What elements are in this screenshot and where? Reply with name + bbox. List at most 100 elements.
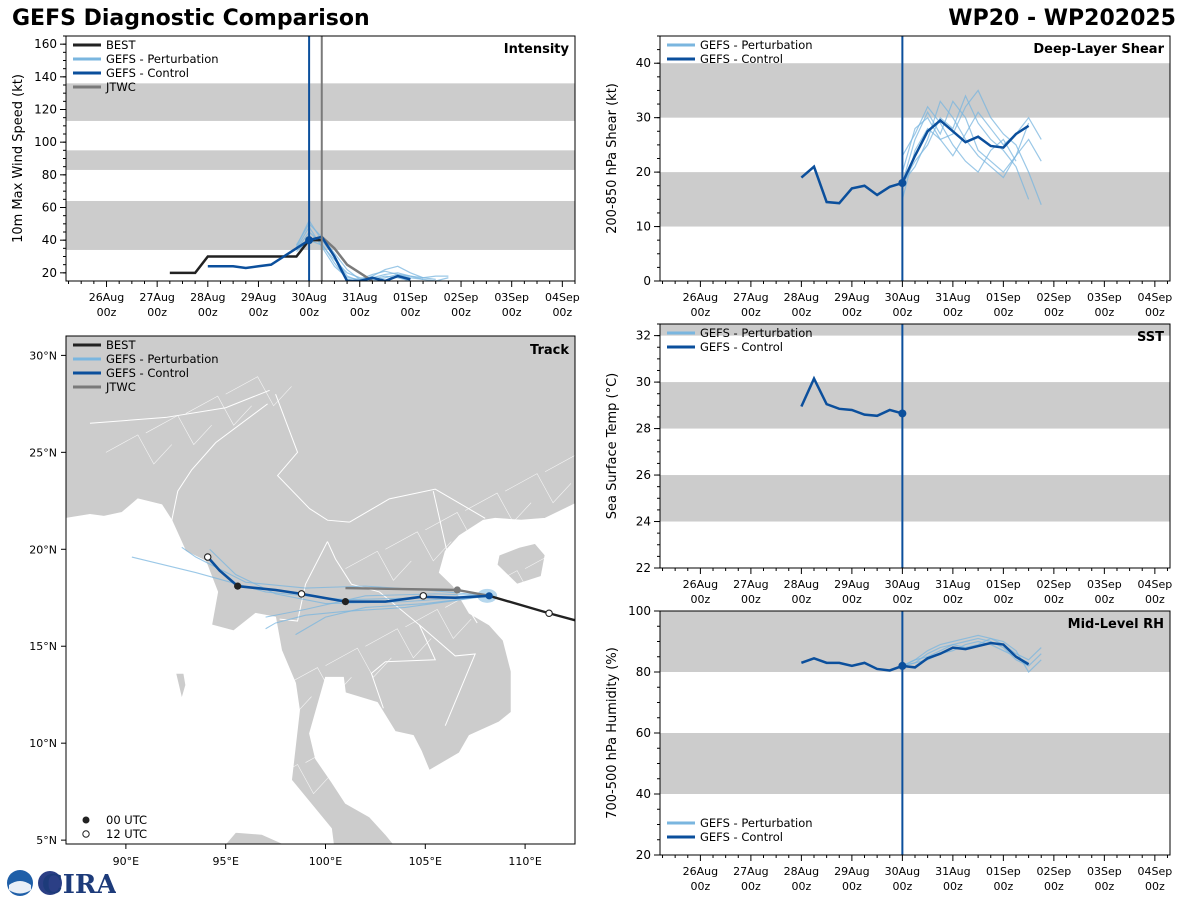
province-border (265, 764, 332, 795)
province-border (365, 628, 432, 659)
intensity-x-tick-label: 27Aug (139, 291, 174, 304)
sst-y-tick-label: 26 (636, 468, 651, 482)
storm-id: WP20 - WP202025 (948, 6, 1176, 31)
sst-y-axis-label: Sea Surface Temp (°C) (605, 373, 620, 520)
rh-x-tick-label: 00z (892, 880, 912, 893)
intensity-gefs-control-line (207, 235, 411, 281)
rh-shade-band (660, 611, 1170, 672)
rh-x-tick-label: 26Aug (683, 865, 718, 878)
province-border (345, 725, 412, 756)
land-hainan (496, 543, 546, 585)
province-border (325, 647, 392, 678)
sst-x-tick-label: 00z (943, 593, 963, 606)
track-marker-legend-label: 00 UTC (106, 813, 147, 827)
track-y-tick-label: 20°N (29, 543, 57, 556)
province-border (145, 415, 212, 446)
sst-x-tick-label: 00z (892, 593, 912, 606)
sst-y-tick-label: 30 (636, 375, 651, 389)
track-x-tick-label: 100°E (309, 855, 342, 868)
rh-title: Mid-Level RH (1068, 617, 1164, 632)
shear-y-axis-label: 200-850 hPa Shear (kt) (605, 83, 620, 234)
sst-x-tick-label: 28Aug (784, 578, 819, 591)
track-marker-00utc (453, 586, 461, 594)
rh-x-tick-label: 04Sep (1137, 865, 1172, 878)
intensity-y-tick-label: 20 (42, 266, 57, 280)
shear-gefs-control-line (800, 118, 1030, 205)
shear-x-tick-label: 02Sep (1036, 291, 1071, 304)
intensity-perturbation-line (296, 239, 411, 281)
rh-x-tick-label: 00z (741, 880, 761, 893)
shear-x-tick-label: 00z (741, 306, 761, 319)
intensity-y-tick-label: 100 (34, 135, 57, 149)
globe-icon (38, 871, 62, 895)
track-y-tick-label: 5°N (36, 834, 57, 847)
province-border (185, 395, 252, 426)
shear-perturbation-line (901, 94, 1030, 200)
intensity-legend-label: BEST (106, 38, 136, 52)
intensity-legend-label: JTWC (105, 80, 136, 94)
rh-x-tick-label: 00z (1145, 880, 1165, 893)
rh-x-tick-label: 29Aug (834, 865, 869, 878)
intensity-x-tick-label: 00z (249, 306, 269, 319)
rh-x-tick-label: 03Sep (1087, 865, 1122, 878)
track-control-line (206, 556, 490, 603)
intensity-shade-band (66, 83, 575, 121)
sst-x-tick-label: 00z (993, 593, 1013, 606)
rh-y-tick-label: 80 (636, 665, 651, 679)
province-border (125, 744, 192, 775)
sst-y-tick-label: 32 (636, 329, 651, 343)
intensity-panel: 26Aug 00z 27Aug 00z 28Aug 00z 29Aug 00z 30Aug 00z… (11, 35, 580, 319)
shear-x-tick-label: 00z (892, 306, 912, 319)
country-border (349, 488, 486, 523)
sst-y-tick-label: 28 (636, 422, 651, 436)
track-perturbation-line (209, 548, 490, 605)
intensity-x-tick-label: 04Sep (545, 291, 580, 304)
sst-x-tick-label: 03Sep (1087, 578, 1122, 591)
track-marker-legend-label: 12 UTC (106, 827, 147, 841)
rh-y-tick-label: 20 (636, 848, 651, 862)
shear-x-tick-label: 00z (842, 306, 862, 319)
intensity-x-tick-label: 28Aug (190, 291, 225, 304)
intensity-y-tick-label: 160 (34, 37, 57, 51)
shear-perturbation-line (901, 100, 1030, 184)
province-border (504, 473, 572, 504)
intensity-y-tick-label: 80 (42, 168, 57, 182)
track-y-tick-label: 15°N (29, 640, 57, 653)
shear-init-marker (898, 179, 907, 187)
track-marker-12utc (419, 592, 428, 600)
province-border (425, 512, 492, 543)
rh-x-tick-label: 00z (691, 880, 711, 893)
track-x-tick-label: 110°E (508, 855, 541, 868)
shear-x-tick-label: 03Sep (1087, 291, 1122, 304)
shear-x-tick-label: 28Aug (784, 291, 819, 304)
province-border (85, 764, 153, 795)
sst-legend-label: GEFS - Perturbation (700, 326, 813, 340)
land-mainland (66, 336, 575, 844)
track-marker-12utc (297, 590, 306, 598)
sst-x-tick-label: 00z (791, 593, 811, 606)
sst-x-tick-label: 30Aug (885, 578, 920, 591)
shear-x-tick-label: 00z (943, 306, 963, 319)
rh-frame (659, 610, 1171, 856)
shear-x-tick-label: 26Aug (683, 291, 718, 304)
track-legend-marker-12 (82, 830, 90, 838)
intensity-y-tick-label: 60 (42, 201, 57, 215)
province-border (405, 608, 472, 639)
land-sumatra (66, 831, 284, 844)
shear-legend-label: GEFS - Perturbation (700, 38, 813, 52)
province-border (205, 705, 272, 736)
shear-x-tick-label: 00z (691, 306, 711, 319)
sst-x-tick-label: 04Sep (1137, 578, 1172, 591)
intensity-shade-band (66, 150, 575, 170)
province-border (465, 492, 532, 523)
track-y-tick-label: 10°N (29, 737, 57, 750)
sst-x-tick-label: 31Aug (935, 578, 970, 591)
intensity-x-tick-label: 00z (502, 306, 522, 319)
intensity-x-tick-label: 01Sep (393, 291, 428, 304)
intensity-best-line (169, 238, 322, 275)
rh-gefs-control-line (800, 641, 1030, 672)
intensity-x-tick-label: 00z (147, 306, 167, 319)
province-border (285, 667, 352, 698)
sst-x-tick-label: 29Aug (834, 578, 869, 591)
shear-title: Deep-Layer Shear (1033, 42, 1164, 57)
